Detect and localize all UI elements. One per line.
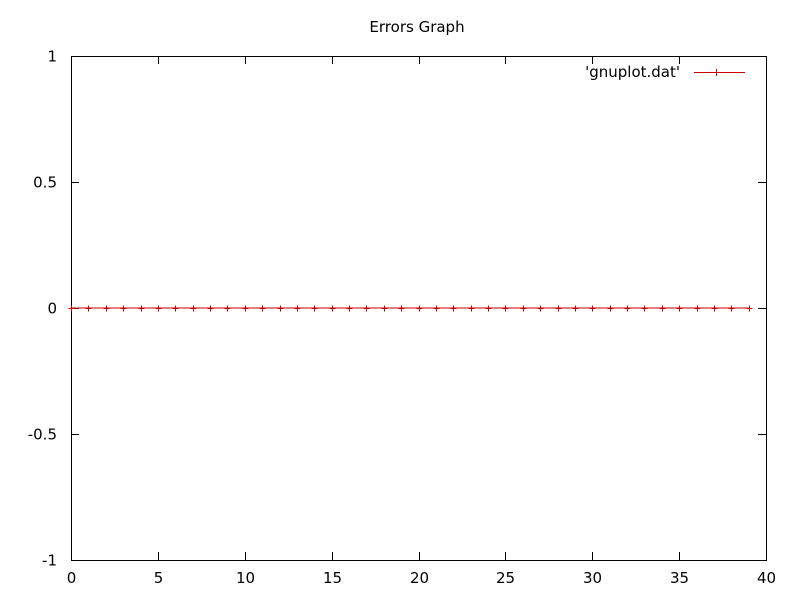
data-point: [572, 305, 579, 312]
data-point: [120, 305, 127, 312]
x-tick-label: 15: [323, 569, 342, 587]
x-tick-label: 20: [410, 569, 429, 587]
data-point: [676, 305, 683, 312]
data-point: [728, 305, 735, 312]
data-point: [207, 305, 214, 312]
y-tick-label: -1: [42, 552, 57, 570]
data-point: [607, 305, 614, 312]
data-point: [172, 305, 179, 312]
data-point: [416, 305, 423, 312]
x-axis: 0 5 10 15 20 25 30 35 40: [67, 56, 776, 587]
y-axis: -1 -0.5 0 0.5 1: [28, 48, 766, 570]
x-tick-label: 25: [496, 569, 515, 587]
legend-label: 'gnuplot.dat': [585, 63, 680, 81]
data-point: [520, 305, 527, 312]
x-tick-label: 40: [757, 569, 776, 587]
data-point: [277, 305, 284, 312]
data-point: [659, 305, 666, 312]
data-point: [329, 305, 336, 312]
y-tick-label: 0: [47, 300, 57, 318]
data-point: [68, 305, 75, 312]
data-point: [138, 305, 145, 312]
data-point: [694, 305, 701, 312]
data-point: [381, 305, 388, 312]
x-tick-label: 0: [67, 569, 77, 587]
y-tick-label: 1: [47, 48, 57, 66]
data-point: [190, 305, 197, 312]
data-point: [502, 305, 509, 312]
data-point: [398, 305, 405, 312]
data-point: [589, 305, 596, 312]
series-layer: [68, 305, 753, 312]
data-point: [555, 305, 562, 312]
chart-title: Errors Graph: [369, 18, 464, 36]
legend: 'gnuplot.dat': [585, 63, 745, 81]
data-point: [155, 305, 162, 312]
data-point: [259, 305, 266, 312]
x-tick-label: 10: [236, 569, 255, 587]
x-tick-label: 35: [670, 569, 689, 587]
data-point: [311, 305, 318, 312]
x-tick-label: 30: [583, 569, 602, 587]
data-point: [624, 305, 631, 312]
data-point: [485, 305, 492, 312]
data-point: [346, 305, 353, 312]
data-point: [711, 305, 718, 312]
data-point: [468, 305, 475, 312]
data-point: [537, 305, 544, 312]
data-point: [746, 305, 753, 312]
y-tick-label: 0.5: [33, 174, 57, 192]
data-point: [641, 305, 648, 312]
data-point: [103, 305, 110, 312]
data-point: [433, 305, 440, 312]
data-point: [242, 305, 249, 312]
data-point: [450, 305, 457, 312]
data-point: [294, 305, 301, 312]
y-tick-label: -0.5: [28, 426, 57, 444]
data-point: [224, 305, 231, 312]
x-tick-label: 5: [154, 569, 164, 587]
data-point: [363, 305, 370, 312]
data-point: [85, 305, 92, 312]
